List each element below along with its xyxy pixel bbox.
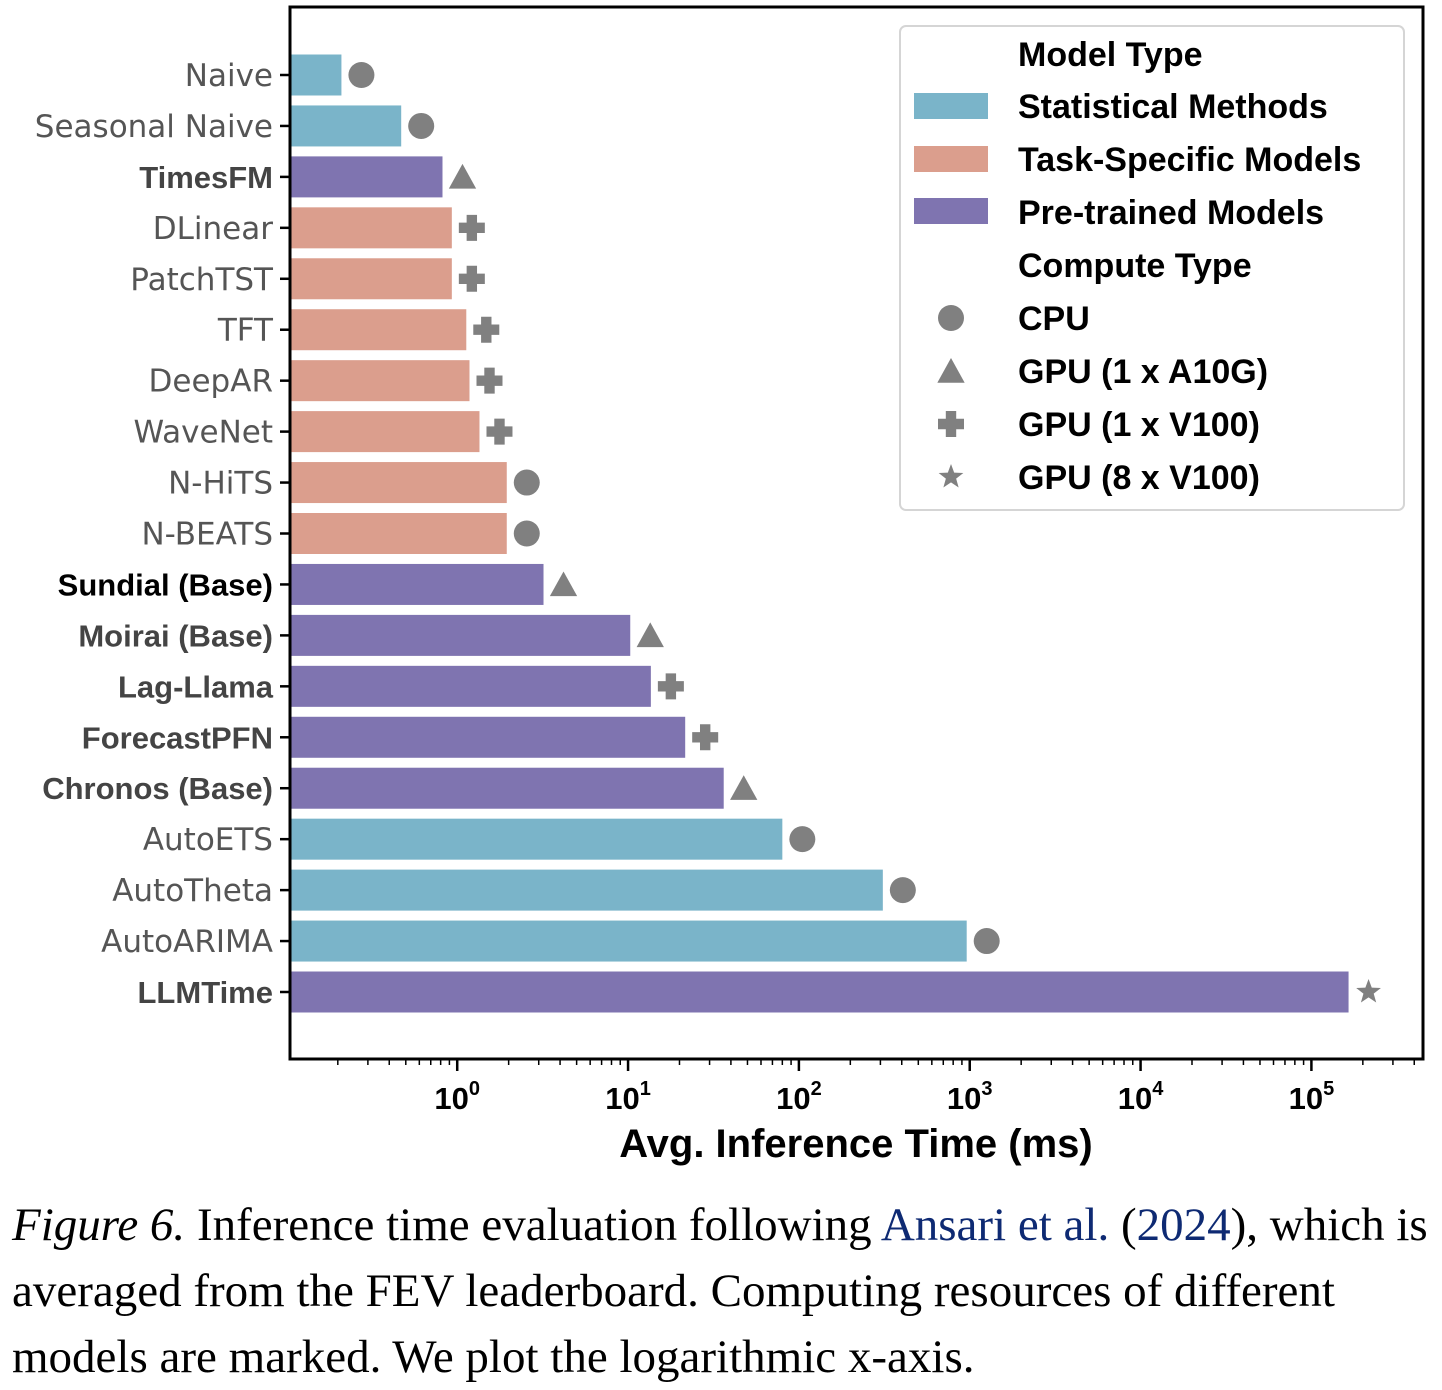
legend-frame [899,25,1405,511]
x-ticks-group [337,1059,1416,1071]
legend-swatch-statistical [914,93,988,119]
legend-compute-type-title: Compute Type [1018,247,1252,285]
y-tick-label-autoarima: AutoARIMA [101,924,273,960]
marker-autoarima [973,928,1000,955]
figure-caption: Figure 6. Inference time evaluation foll… [12,1192,1437,1390]
y-tick-label-llmtime: LLMTime [138,975,274,1010]
caption-text-after-cite: which is averaged from the FEV leaderboa… [12,1199,1428,1383]
marker-moirai-base [636,622,664,648]
marker-tft [473,316,500,343]
bar-chronos-base [290,767,724,809]
bar-deepar [290,360,470,402]
bar-autoarima [290,920,967,962]
marker-n-beats [513,520,540,547]
bars-group [290,54,1349,1013]
legend-star-icon [938,464,964,488]
plot-frame [288,5,1425,1061]
legend-label-statistical: Statistical Methods [1018,88,1328,126]
y-tick-label-deepar: DeepAR [149,364,273,400]
marker-deepar [476,367,503,394]
bar-n-beats [290,513,507,554]
bar-wavenet [290,411,480,453]
marker-seasonal-naive [408,112,435,139]
y-tick-label-autoets: AutoETS [143,822,273,858]
bar-autoets [290,818,783,860]
marker-n-hits [513,469,540,496]
marker-autoets [789,826,816,853]
legend-label-gpu-a10g: GPU (1 x A10G) [1018,353,1268,391]
bar-moirai-base [290,614,631,656]
y-tick-label-lag-llama: Lag-Llama [118,669,274,704]
bar-patchtst [290,258,452,300]
marker-sundial-base [549,571,578,597]
caption-cite-open: ( [1109,1199,1137,1251]
y-tick-label-sundial-base: Sundial (Base) [58,567,273,602]
bar-sundial-base [290,563,544,605]
bar-forecastpfn [290,716,686,758]
legend: Model Type Statistical Methods Task-Spec… [899,25,1405,511]
marker-chronos-base [730,775,758,800]
bar-timesfm [290,156,443,198]
caption-figure-label: Figure 6. [12,1199,186,1251]
y-ticks-group [280,73,290,994]
marker-wavenet [486,418,513,445]
y-tick-label-wavenet: WaveNet [134,415,274,451]
caption-text-before-cite: Inference time evaluation following [185,1199,881,1251]
marker-forecastpfn [692,724,719,751]
y-tick-label-moirai-base: Moirai (Base) [78,618,273,653]
marker-lag-llama [657,673,684,700]
y-tick-label-timesfm: TimesFM [139,160,273,195]
bar-autotheta [290,869,883,911]
x-tick-label-1e0: 100 [434,1078,480,1116]
y-tick-label-dlinear: DLinear [153,211,273,247]
y-tick-label-n-hits: N-HiTS [168,466,273,502]
legend-markers-group [937,305,965,488]
bar-naive [290,54,342,96]
bar-dlinear [290,207,452,249]
y-tick-label-patchtst: PatchTST [130,262,274,298]
caption-cite-year-link[interactable]: 2024 [1136,1199,1231,1251]
legend-label-gpu-1-v100: GPU (1 x V100) [1018,406,1260,444]
legend-label-cpu: CPU [1018,300,1090,338]
compute-markers-group [348,62,1381,1003]
legend-label-task-specific: Task-Specific Models [1018,141,1361,179]
x-axis-title: Avg. Inference Time (ms) [619,1122,1092,1166]
y-tick-labels-group: Naive Seasonal Naive TimesFM DLinear PatchTS… [35,58,274,1010]
bar-seasonal-naive [290,105,402,147]
y-tick-label-n-beats: N-BEATS [141,517,273,553]
legend-plus-icon [938,411,964,437]
x-tick-label-1e4: 104 [1118,1078,1164,1116]
marker-timesfm [448,163,477,189]
legend-label-gpu-8-v100: GPU (8 x V100) [1018,459,1260,497]
x-tick-label-1e3: 103 [947,1078,993,1116]
x-tick-label-1e5: 105 [1289,1078,1335,1116]
marker-dlinear [458,214,485,241]
bar-n-hits [290,462,507,504]
marker-patchtst [458,265,485,292]
y-tick-label-tft: TFT [217,313,274,349]
inference-time-chart: Naive Seasonal Naive TimesFM DLinear PatchTS… [35,5,1425,1166]
y-tick-label-naive: Naive [185,58,273,94]
x-tick-labels-group: 100 101 102 103 104 105 [434,1078,1334,1116]
marker-naive [348,62,375,88]
y-tick-label-chronos-base: Chronos (Base) [42,771,273,806]
caption-cite-close: ), [1230,1199,1259,1251]
legend-triangle-icon [937,358,965,383]
y-tick-label-seasonal-naive: Seasonal Naive [35,109,273,145]
legend-model-type-title: Model Type [1018,36,1203,74]
marker-llmtime [1356,979,1381,1003]
bar-llmtime [290,971,1349,1013]
x-tick-label-1e1: 101 [605,1078,651,1116]
legend-swatch-pretrained [914,198,988,224]
legend-circle-icon [938,305,964,331]
y-tick-label-forecastpfn: ForecastPFN [82,720,273,755]
legend-label-pretrained: Pre-trained Models [1018,194,1324,232]
legend-swatch-task-specific [914,146,988,172]
caption-cite-authors-link[interactable]: Ansari et al. [880,1199,1110,1251]
x-tick-label-1e2: 102 [776,1078,822,1116]
bar-tft [290,309,467,351]
marker-autotheta [889,877,916,904]
y-tick-label-autotheta: AutoTheta [112,873,273,909]
bar-lag-llama [290,665,651,707]
